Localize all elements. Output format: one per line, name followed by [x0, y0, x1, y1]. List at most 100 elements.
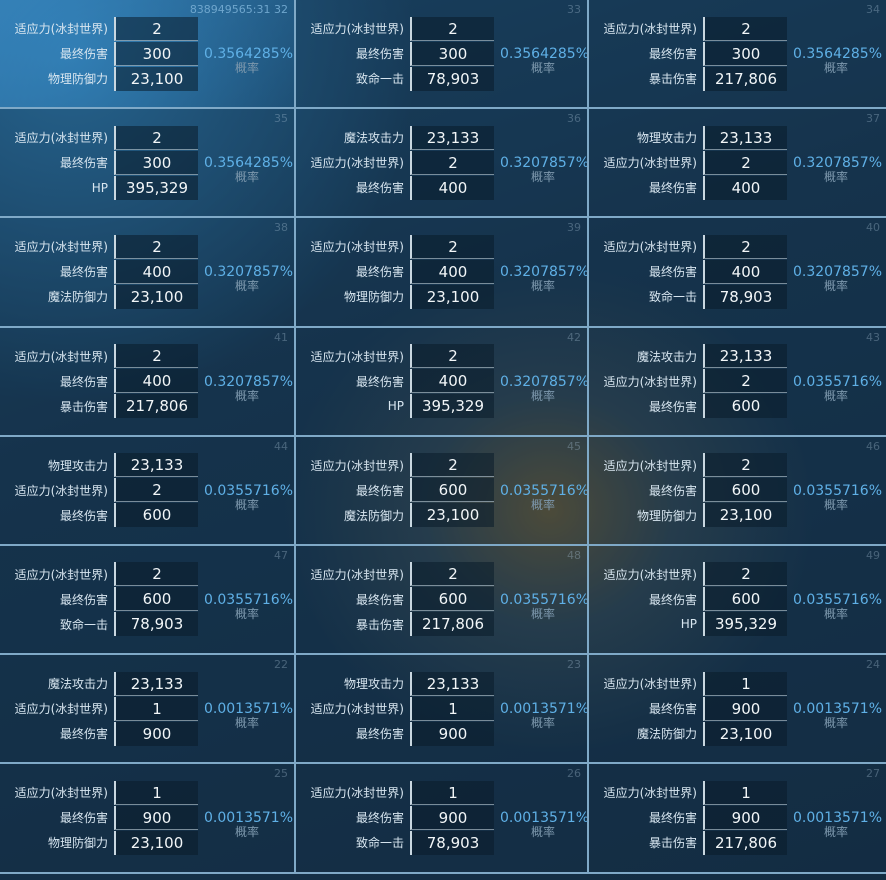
stat-label: 魔法攻击力: [636, 349, 697, 364]
probability-label: 概率: [235, 388, 260, 403]
stat-value: 2: [410, 234, 494, 259]
stat-row: 物理攻击力 23,133: [10, 453, 200, 478]
stat-label: 适应力(冰封世界): [603, 156, 697, 171]
stat-row: 适应力(冰封世界) 1: [306, 696, 496, 721]
stat-row: 致命一击 78,903: [306, 66, 496, 91]
stat-cell-1[interactable]: 838949565:31 32 适应力(冰封世界) 2 最终伤害 300 物理防御力 23…: [0, 0, 296, 110]
stat-label: 适应力(冰封世界): [603, 458, 697, 473]
stat-value: 395,329: [410, 394, 494, 419]
stat-value: 300: [703, 41, 787, 66]
stat-label: 适应力(冰封世界): [310, 786, 404, 801]
stat-cell-15[interactable]: 46 适应力(冰封世界) 2 最终伤害 600 物理防御力 23,100 0.035571…: [589, 436, 886, 546]
stat-value: 2: [114, 562, 198, 587]
cell-id: 49: [866, 548, 880, 562]
stat-cell-18[interactable]: 49 适应力(冰封世界) 2 最终伤害 600 HP 395,329 0.0355716%…: [589, 545, 886, 656]
stat-label: 最终伤害: [355, 47, 404, 61]
stat-cell-3[interactable]: 34 适应力(冰封世界) 2 最终伤害 300 暴击伤害 217,806 0.356428…: [589, 0, 886, 110]
probability-value: 0.3207857%: [500, 264, 589, 281]
stat-value: 217,806: [114, 394, 198, 419]
stat-cell-9[interactable]: 40 适应力(冰封世界) 2 最终伤害 400 致命一击 78,903 0.3207857…: [589, 218, 886, 328]
stat-cell-21[interactable]: 24 适应力(冰封世界) 1 最终伤害 900 魔法防御力 23,100 0.001357…: [589, 655, 886, 765]
stat-label: 最终伤害: [648, 181, 697, 196]
stat-value: 600: [114, 587, 198, 612]
cell-id: 22: [274, 658, 288, 672]
stat-cell-24[interactable]: 27 适应力(冰封世界) 1 最终伤害 900 暴击伤害 217,806 0.001357…: [589, 764, 886, 874]
stat-cell-4[interactable]: 35 适应力(冰封世界) 2 最终伤害 300 HP 395,329 0.3564285%…: [0, 109, 296, 219]
stat-value: 2: [703, 453, 787, 478]
stat-value: 900: [114, 721, 198, 746]
stat-cell-23[interactable]: 26 适应力(冰封世界) 1 最终伤害 900 致命一击 78,903 0.0013571…: [296, 764, 589, 874]
stat-cell-2[interactable]: 33 适应力(冰封世界) 2 最终伤害 300 致命一击 78,903 0.3564285…: [296, 0, 589, 110]
stat-row: 适应力(冰封世界) 1: [306, 780, 496, 805]
stat-rows: 物理攻击力 23,133 适应力(冰封世界) 1 最终伤害 900: [306, 671, 496, 746]
stat-cell-8[interactable]: 39 适应力(冰封世界) 2 最终伤害 400 物理防御力 23,100 0.320785…: [296, 218, 589, 328]
stat-row: 物理防御力 23,100: [306, 284, 496, 309]
stat-row: 适应力(冰封世界) 1: [599, 780, 789, 805]
stat-label: 最终伤害: [648, 265, 697, 280]
stat-cell-12[interactable]: 43 魔法攻击力 23,133 适应力(冰封世界) 2 最终伤害 600 0.035571…: [589, 327, 886, 437]
stat-row: 魔法攻击力 23,133: [306, 125, 496, 150]
stat-value: 217,806: [703, 830, 787, 855]
stat-row: 暴击伤害 217,806: [599, 66, 789, 91]
stat-row: 最终伤害 400: [306, 175, 496, 200]
cell-id: 26: [567, 767, 581, 781]
stat-row: 适应力(冰封世界) 2: [306, 234, 496, 259]
stat-value: 2: [410, 453, 494, 478]
stat-cell-22[interactable]: 25 适应力(冰封世界) 1 最终伤害 900 物理防御力 23,100 0.001357…: [0, 764, 296, 874]
stat-label: 物理防御力: [343, 290, 404, 305]
stat-cell-17[interactable]: 48 适应力(冰封世界) 2 最终伤害 600 暴击伤害 217,806 0.035571…: [296, 545, 589, 656]
stat-cell-5[interactable]: 36 魔法攻击力 23,133 适应力(冰封世界) 2 最终伤害 400 0.320785…: [296, 109, 589, 219]
stat-cell-6[interactable]: 37 物理攻击力 23,133 适应力(冰封世界) 2 最终伤害 400 0.320785…: [589, 109, 886, 219]
stat-row: 最终伤害 600: [599, 478, 789, 503]
stat-row: 最终伤害 400: [306, 369, 496, 394]
probability-label: 概率: [531, 497, 556, 512]
cell-id: 838949565:31 32: [189, 3, 288, 16]
stat-cell-13[interactable]: 44 物理攻击力 23,133 适应力(冰封世界) 2 最终伤害 600 0.035571…: [0, 436, 296, 546]
stat-label: 适应力(冰封世界): [14, 131, 108, 146]
stat-row: 最终伤害 900: [306, 721, 496, 746]
stat-row: 魔法防御力 23,100: [306, 503, 496, 528]
probability-label: 概率: [824, 170, 849, 185]
stat-row: 最终伤害 900: [306, 805, 496, 830]
stat-rows: 适应力(冰封世界) 2 最终伤害 300 致命一击 78,903: [306, 16, 496, 91]
stat-value: 2: [114, 234, 198, 259]
stat-row: 最终伤害 400: [10, 369, 200, 394]
cell-id: 37: [866, 112, 880, 126]
stat-value: 78,903: [114, 612, 198, 637]
stat-label: HP: [91, 180, 108, 195]
stat-row: 物理防御力 23,100: [10, 66, 200, 91]
stat-value: 78,903: [410, 66, 494, 91]
stat-label: 暴击伤害: [59, 399, 108, 414]
cell-id: 24: [866, 658, 880, 672]
stat-label: 最终伤害: [355, 483, 404, 498]
stat-label: 最终伤害: [648, 47, 697, 61]
stat-cell-20[interactable]: 23 物理攻击力 23,133 适应力(冰封世界) 1 最终伤害 900 0.001357…: [296, 655, 589, 765]
stat-row: 最终伤害 600: [306, 587, 496, 612]
probability-label: 概率: [531, 61, 556, 75]
stat-value: 23,133: [703, 125, 787, 150]
stat-value: 23,100: [114, 66, 198, 91]
stat-cell-14[interactable]: 45 适应力(冰封世界) 2 最终伤害 600 魔法防御力 23,100 0.035571…: [296, 436, 589, 546]
stat-value: 23,133: [114, 671, 198, 696]
stat-row: 适应力(冰封世界) 2: [599, 150, 789, 175]
probability-label: 概率: [531, 825, 556, 840]
stat-cell-7[interactable]: 38 适应力(冰封世界) 2 最终伤害 400 魔法防御力 23,100 0.320785…: [0, 218, 296, 328]
stat-value: 78,903: [410, 830, 494, 855]
stat-label: 适应力(冰封世界): [310, 240, 404, 255]
stat-value: 400: [410, 175, 494, 200]
stat-label: 魔法防御力: [47, 290, 108, 305]
probability-value: 0.0355716%: [793, 591, 883, 608]
stat-label: 适应力(冰封世界): [310, 156, 404, 171]
stat-cell-10[interactable]: 41 适应力(冰封世界) 2 最终伤害 400 暴击伤害 217,806 0.320785…: [0, 327, 296, 437]
stat-label: 适应力(冰封世界): [310, 702, 404, 717]
stat-cell-11[interactable]: 42 适应力(冰封世界) 2 最终伤害 400 HP 395,329 0.3207857%…: [296, 327, 589, 437]
probability-label: 概率: [824, 279, 849, 294]
stat-label: 致命一击: [355, 836, 404, 851]
stat-label: 暴击伤害: [648, 836, 697, 851]
stat-label: 最终伤害: [355, 811, 404, 826]
stat-label: 物理攻击力: [343, 677, 404, 692]
stat-label: 适应力(冰封世界): [310, 458, 404, 473]
cell-id: 34: [866, 3, 880, 16]
stat-cell-19[interactable]: 22 魔法攻击力 23,133 适应力(冰封世界) 1 最终伤害 900 0.001357…: [0, 655, 296, 765]
stat-cell-16[interactable]: 47 适应力(冰封世界) 2 最终伤害 600 致命一击 78,903 0.0355716…: [0, 545, 296, 656]
